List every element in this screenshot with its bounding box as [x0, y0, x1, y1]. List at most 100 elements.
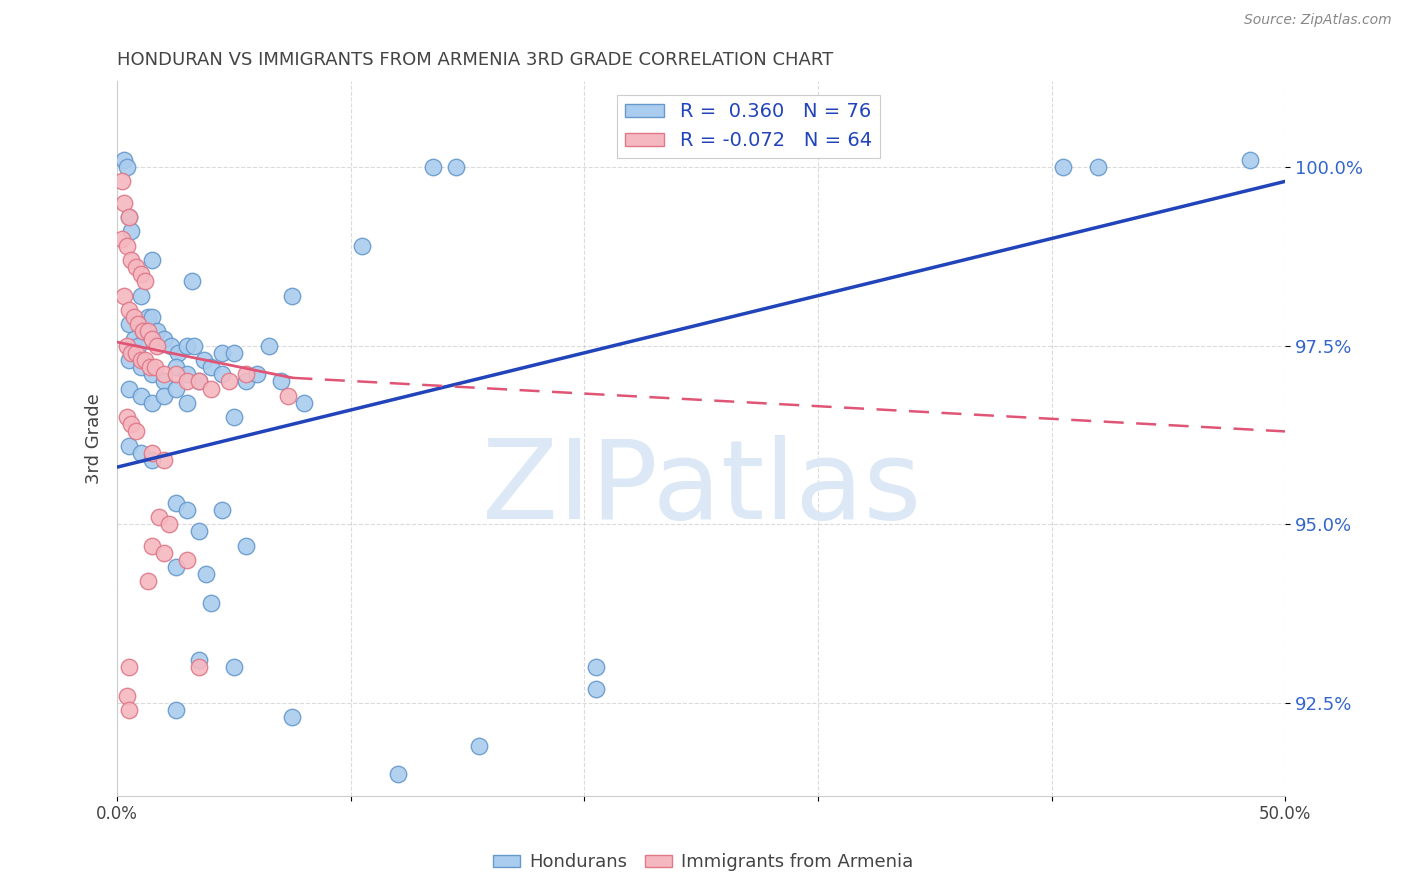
Point — [143, 360, 166, 375]
Point — [444, 160, 467, 174]
Point — [141, 446, 163, 460]
Point — [129, 353, 152, 368]
Point — [1239, 153, 1261, 167]
Point — [246, 368, 269, 382]
Point — [1087, 160, 1109, 174]
Point — [270, 375, 292, 389]
Point — [194, 567, 217, 582]
Point — [118, 318, 141, 332]
Point — [422, 160, 444, 174]
Point — [153, 453, 176, 467]
Point — [129, 446, 152, 460]
Point — [127, 318, 149, 332]
Point — [141, 252, 163, 267]
Point — [141, 332, 163, 346]
Text: HONDURAN VS IMMIGRANTS FROM ARMENIA 3RD GRADE CORRELATION CHART: HONDURAN VS IMMIGRANTS FROM ARMENIA 3RD … — [117, 51, 834, 69]
Point — [136, 325, 159, 339]
Point — [277, 389, 299, 403]
Point — [200, 382, 222, 396]
Point — [211, 503, 233, 517]
Point — [585, 660, 607, 674]
Point — [165, 368, 187, 382]
Point — [176, 375, 198, 389]
Point — [181, 274, 204, 288]
Text: ZIPatlas: ZIPatlas — [481, 435, 921, 542]
Point — [118, 210, 141, 224]
Point — [115, 160, 138, 174]
Point — [118, 660, 141, 674]
Point — [115, 339, 138, 353]
Point — [292, 396, 315, 410]
Point — [153, 368, 176, 382]
Point — [387, 767, 409, 781]
Point — [153, 332, 176, 346]
Point — [146, 325, 169, 339]
Point — [141, 453, 163, 467]
Point — [187, 524, 209, 539]
Point — [165, 560, 187, 574]
Point — [115, 238, 138, 252]
Point — [129, 389, 152, 403]
Point — [122, 310, 145, 324]
Legend: R =  0.360   N = 76, R = -0.072   N = 64: R = 0.360 N = 76, R = -0.072 N = 64 — [617, 95, 880, 158]
Point — [111, 174, 134, 188]
Point — [160, 339, 183, 353]
Point — [112, 153, 135, 167]
Y-axis label: 3rd Grade: 3rd Grade — [86, 393, 103, 484]
Point — [112, 288, 135, 302]
Point — [141, 396, 163, 410]
Point — [118, 439, 141, 453]
Point — [187, 653, 209, 667]
Point — [200, 596, 222, 610]
Point — [136, 310, 159, 324]
Point — [112, 195, 135, 210]
Point — [176, 339, 198, 353]
Point — [136, 574, 159, 589]
Point — [218, 375, 240, 389]
Point — [132, 325, 155, 339]
Point — [235, 368, 257, 382]
Point — [125, 260, 148, 274]
Point — [118, 210, 141, 224]
Point — [111, 231, 134, 245]
Point — [222, 410, 245, 425]
Point — [165, 703, 187, 717]
Point — [153, 389, 176, 403]
Point — [125, 425, 148, 439]
Point — [118, 703, 141, 717]
Point — [129, 288, 152, 302]
Point — [115, 689, 138, 703]
Point — [222, 346, 245, 360]
Point — [153, 546, 176, 560]
Point — [120, 346, 142, 360]
Point — [120, 252, 142, 267]
Point — [118, 382, 141, 396]
Point — [281, 710, 304, 724]
Point — [134, 274, 156, 288]
Point — [176, 368, 198, 382]
Point — [148, 510, 170, 524]
Point — [141, 310, 163, 324]
Point — [120, 224, 142, 238]
Point — [129, 267, 152, 281]
Point — [157, 517, 180, 532]
Point — [165, 382, 187, 396]
Point — [118, 353, 141, 368]
Point — [120, 417, 142, 432]
Legend: Hondurans, Immigrants from Armenia: Hondurans, Immigrants from Armenia — [485, 847, 921, 879]
Point — [281, 288, 304, 302]
Point — [115, 410, 138, 425]
Point — [235, 539, 257, 553]
Point — [193, 353, 215, 368]
Point — [141, 539, 163, 553]
Point — [187, 375, 209, 389]
Point — [132, 325, 155, 339]
Point — [257, 339, 280, 353]
Point — [176, 396, 198, 410]
Point — [468, 739, 491, 753]
Point — [235, 375, 257, 389]
Point — [125, 346, 148, 360]
Point — [127, 339, 149, 353]
Point — [222, 660, 245, 674]
Point — [187, 375, 209, 389]
